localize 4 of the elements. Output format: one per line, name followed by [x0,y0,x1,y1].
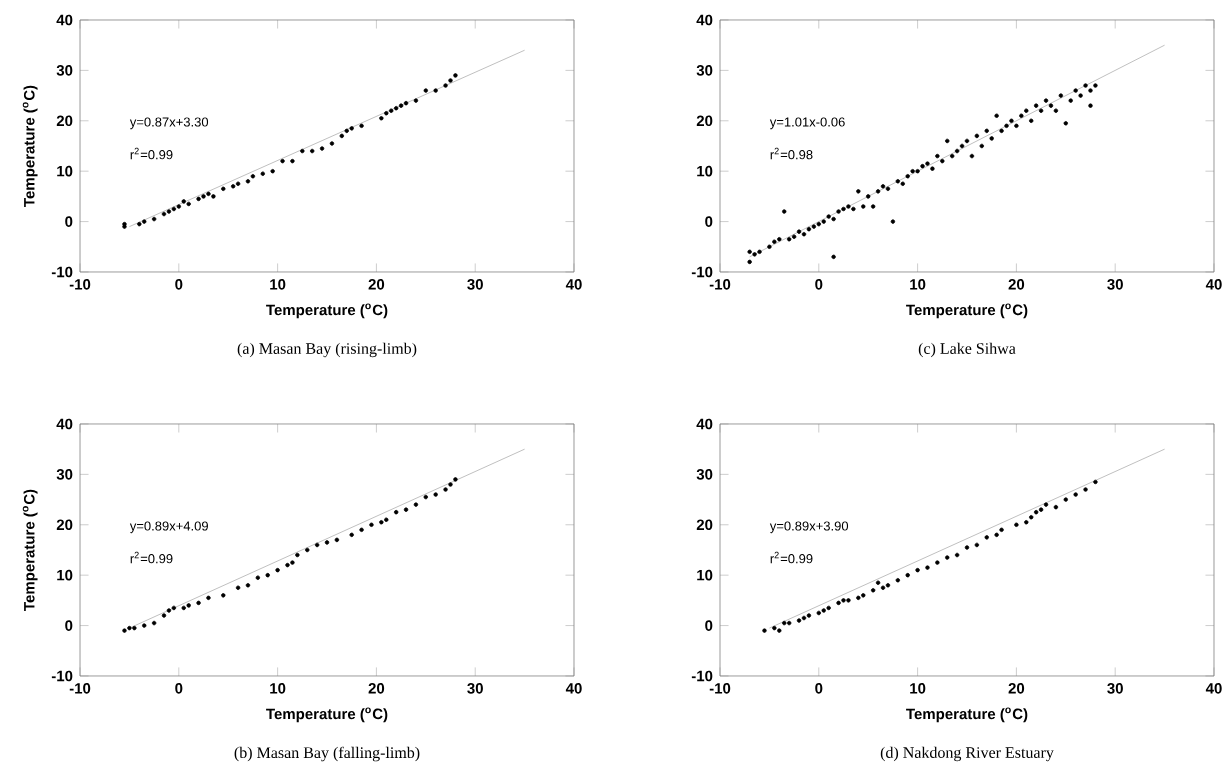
text: (d) Nakdong River Estuary [880,746,1054,762]
text: (c) Lake Sihwa [918,342,1016,358]
text: (b) Masan Bay (falling-limb) [234,746,420,762]
text: (a) Masan Bay (rising-limb) [237,342,417,358]
